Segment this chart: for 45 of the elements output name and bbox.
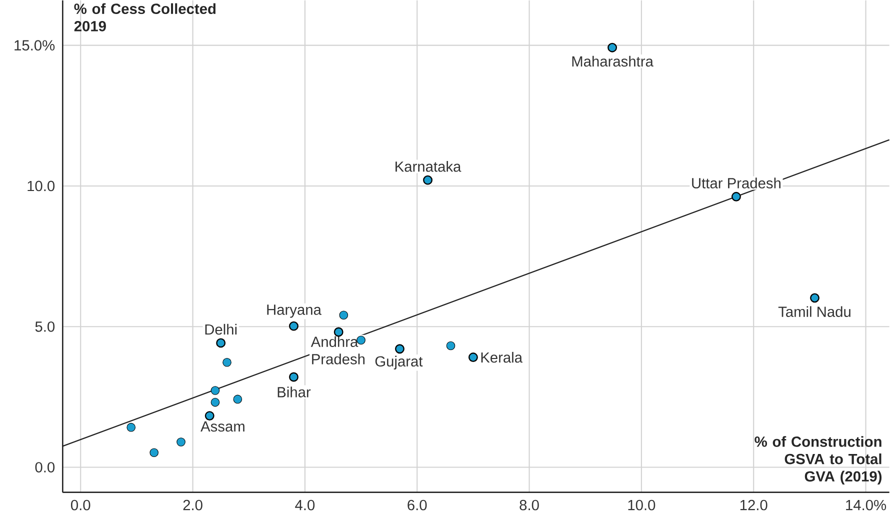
annotation: Andhra Pradesh [310,336,365,364]
annotation: Assam [200,421,244,432]
point [204,411,214,421]
point [288,372,298,382]
y-axis-title: % of Cess Collected 2019 [74,3,216,32]
point [176,438,186,446]
x-tick-label: 2.0 [183,500,202,510]
point [288,321,298,331]
x-tick-label: 4.0 [295,500,315,510]
annotation: Uttar Pradesh [692,178,780,188]
point [210,398,220,407]
point [233,394,242,404]
point [423,175,432,185]
x-tick-label: 6.0 [408,500,427,510]
y-tick-label: 5.0 [35,321,55,332]
annotation: Maharashtra [572,56,654,67]
point [608,42,618,52]
annotation: Karnataka [396,161,462,172]
annotation: Bihar [278,386,311,398]
annotation: Haryana [267,304,322,318]
x-tick-label: 0.0 [70,500,90,510]
y-tick-label: 0.0 [35,462,55,472]
point [446,341,456,350]
annotation: Delhi [205,324,237,335]
x-tick-label: 10.0 [628,500,656,510]
y-tick-label: 10.0 [28,180,55,192]
point [210,386,220,395]
point [394,344,404,354]
point [150,448,158,458]
point [126,422,136,432]
point [731,192,741,202]
point [222,358,232,367]
x-tick-label: 8.0 [520,500,539,510]
y-tick-label: 15.0% [14,40,55,51]
point [339,310,348,320]
annotation: Kerala [481,352,523,363]
annotation: Gujarat [375,356,423,370]
point [334,327,344,337]
x-tick-label: 12.0 [740,500,768,510]
point [216,338,226,348]
point [810,293,820,303]
x-axis-title: % of Construction GSVA to Total GVA (2019) [754,436,882,484]
point [468,352,478,362]
annotation: Tamil Nadu [778,306,850,317]
x-tick-label: 14.0% [846,500,886,510]
